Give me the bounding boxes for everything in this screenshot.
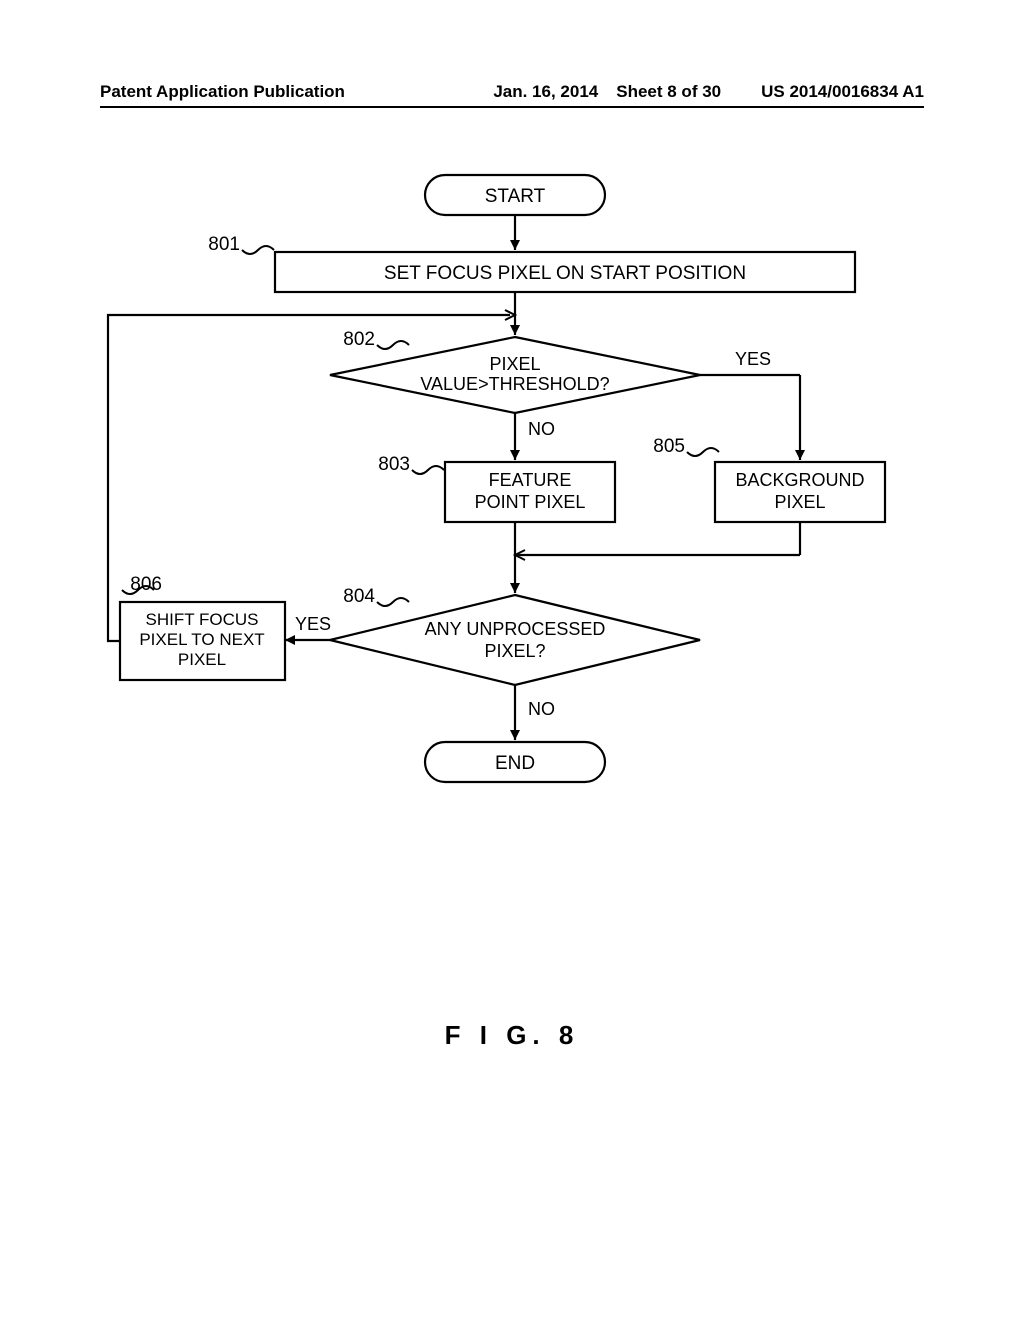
step-805: BACKGROUND PIXEL — [715, 462, 885, 522]
step-804: ANY UNPROCESSED PIXEL? — [330, 595, 700, 685]
step-801-num: 801 — [208, 234, 240, 255]
step-805-text1: BACKGROUND — [735, 470, 864, 490]
step-802-text1: PIXEL — [489, 354, 540, 374]
label-802-yes: YES — [735, 349, 771, 369]
step-804-text1: ANY UNPROCESSED — [425, 619, 606, 639]
tilde-805 — [687, 448, 719, 456]
header-sheet: Sheet 8 of 30 — [616, 82, 721, 102]
step-802-text2: VALUE>THRESHOLD? — [420, 374, 609, 394]
header-date: Jan. 16, 2014 — [493, 82, 598, 102]
step-803: FEATURE POINT PIXEL — [445, 462, 615, 522]
step-805-num: 805 — [653, 436, 685, 457]
header-pubnum: US 2014/0016834 A1 — [761, 82, 924, 102]
step-803-text1: FEATURE — [489, 470, 572, 490]
label-804-no: NO — [528, 699, 555, 719]
end-node: END — [425, 742, 605, 782]
step-805-text2: PIXEL — [774, 492, 825, 512]
tilde-803 — [412, 466, 444, 474]
header-publication: Patent Application Publication — [100, 82, 345, 102]
label-804-yes: YES — [295, 614, 331, 634]
step-801: SET FOCUS PIXEL ON START POSITION — [275, 252, 855, 292]
step-804-num: 804 — [343, 586, 375, 607]
step-801-text: SET FOCUS PIXEL ON START POSITION — [384, 263, 746, 284]
tilde-801 — [242, 246, 274, 254]
step-806-text2: PIXEL TO NEXT — [139, 630, 264, 649]
step-803-text2: POINT PIXEL — [475, 492, 586, 512]
step-804-text2: PIXEL? — [484, 641, 545, 661]
step-806-text3: PIXEL — [178, 650, 226, 669]
start-node: START — [425, 175, 605, 215]
step-802-num: 802 — [343, 329, 375, 350]
step-806: SHIFT FOCUS PIXEL TO NEXT PIXEL — [120, 602, 285, 680]
step-803-num: 803 — [378, 454, 410, 475]
edge-806-loop — [108, 315, 510, 641]
flowchart: START SET FOCUS PIXEL ON START POSITION … — [100, 170, 924, 870]
end-label: END — [495, 753, 535, 774]
step-806-text1: SHIFT FOCUS — [145, 610, 258, 629]
tilde-804 — [377, 598, 409, 606]
tilde-802 — [377, 341, 409, 349]
patent-header: Patent Application Publication Jan. 16, … — [100, 82, 924, 108]
label-802-no: NO — [528, 419, 555, 439]
figure-label: F I G. 8 — [0, 1020, 1024, 1051]
start-label: START — [485, 186, 546, 207]
page: Patent Application Publication Jan. 16, … — [0, 0, 1024, 1320]
